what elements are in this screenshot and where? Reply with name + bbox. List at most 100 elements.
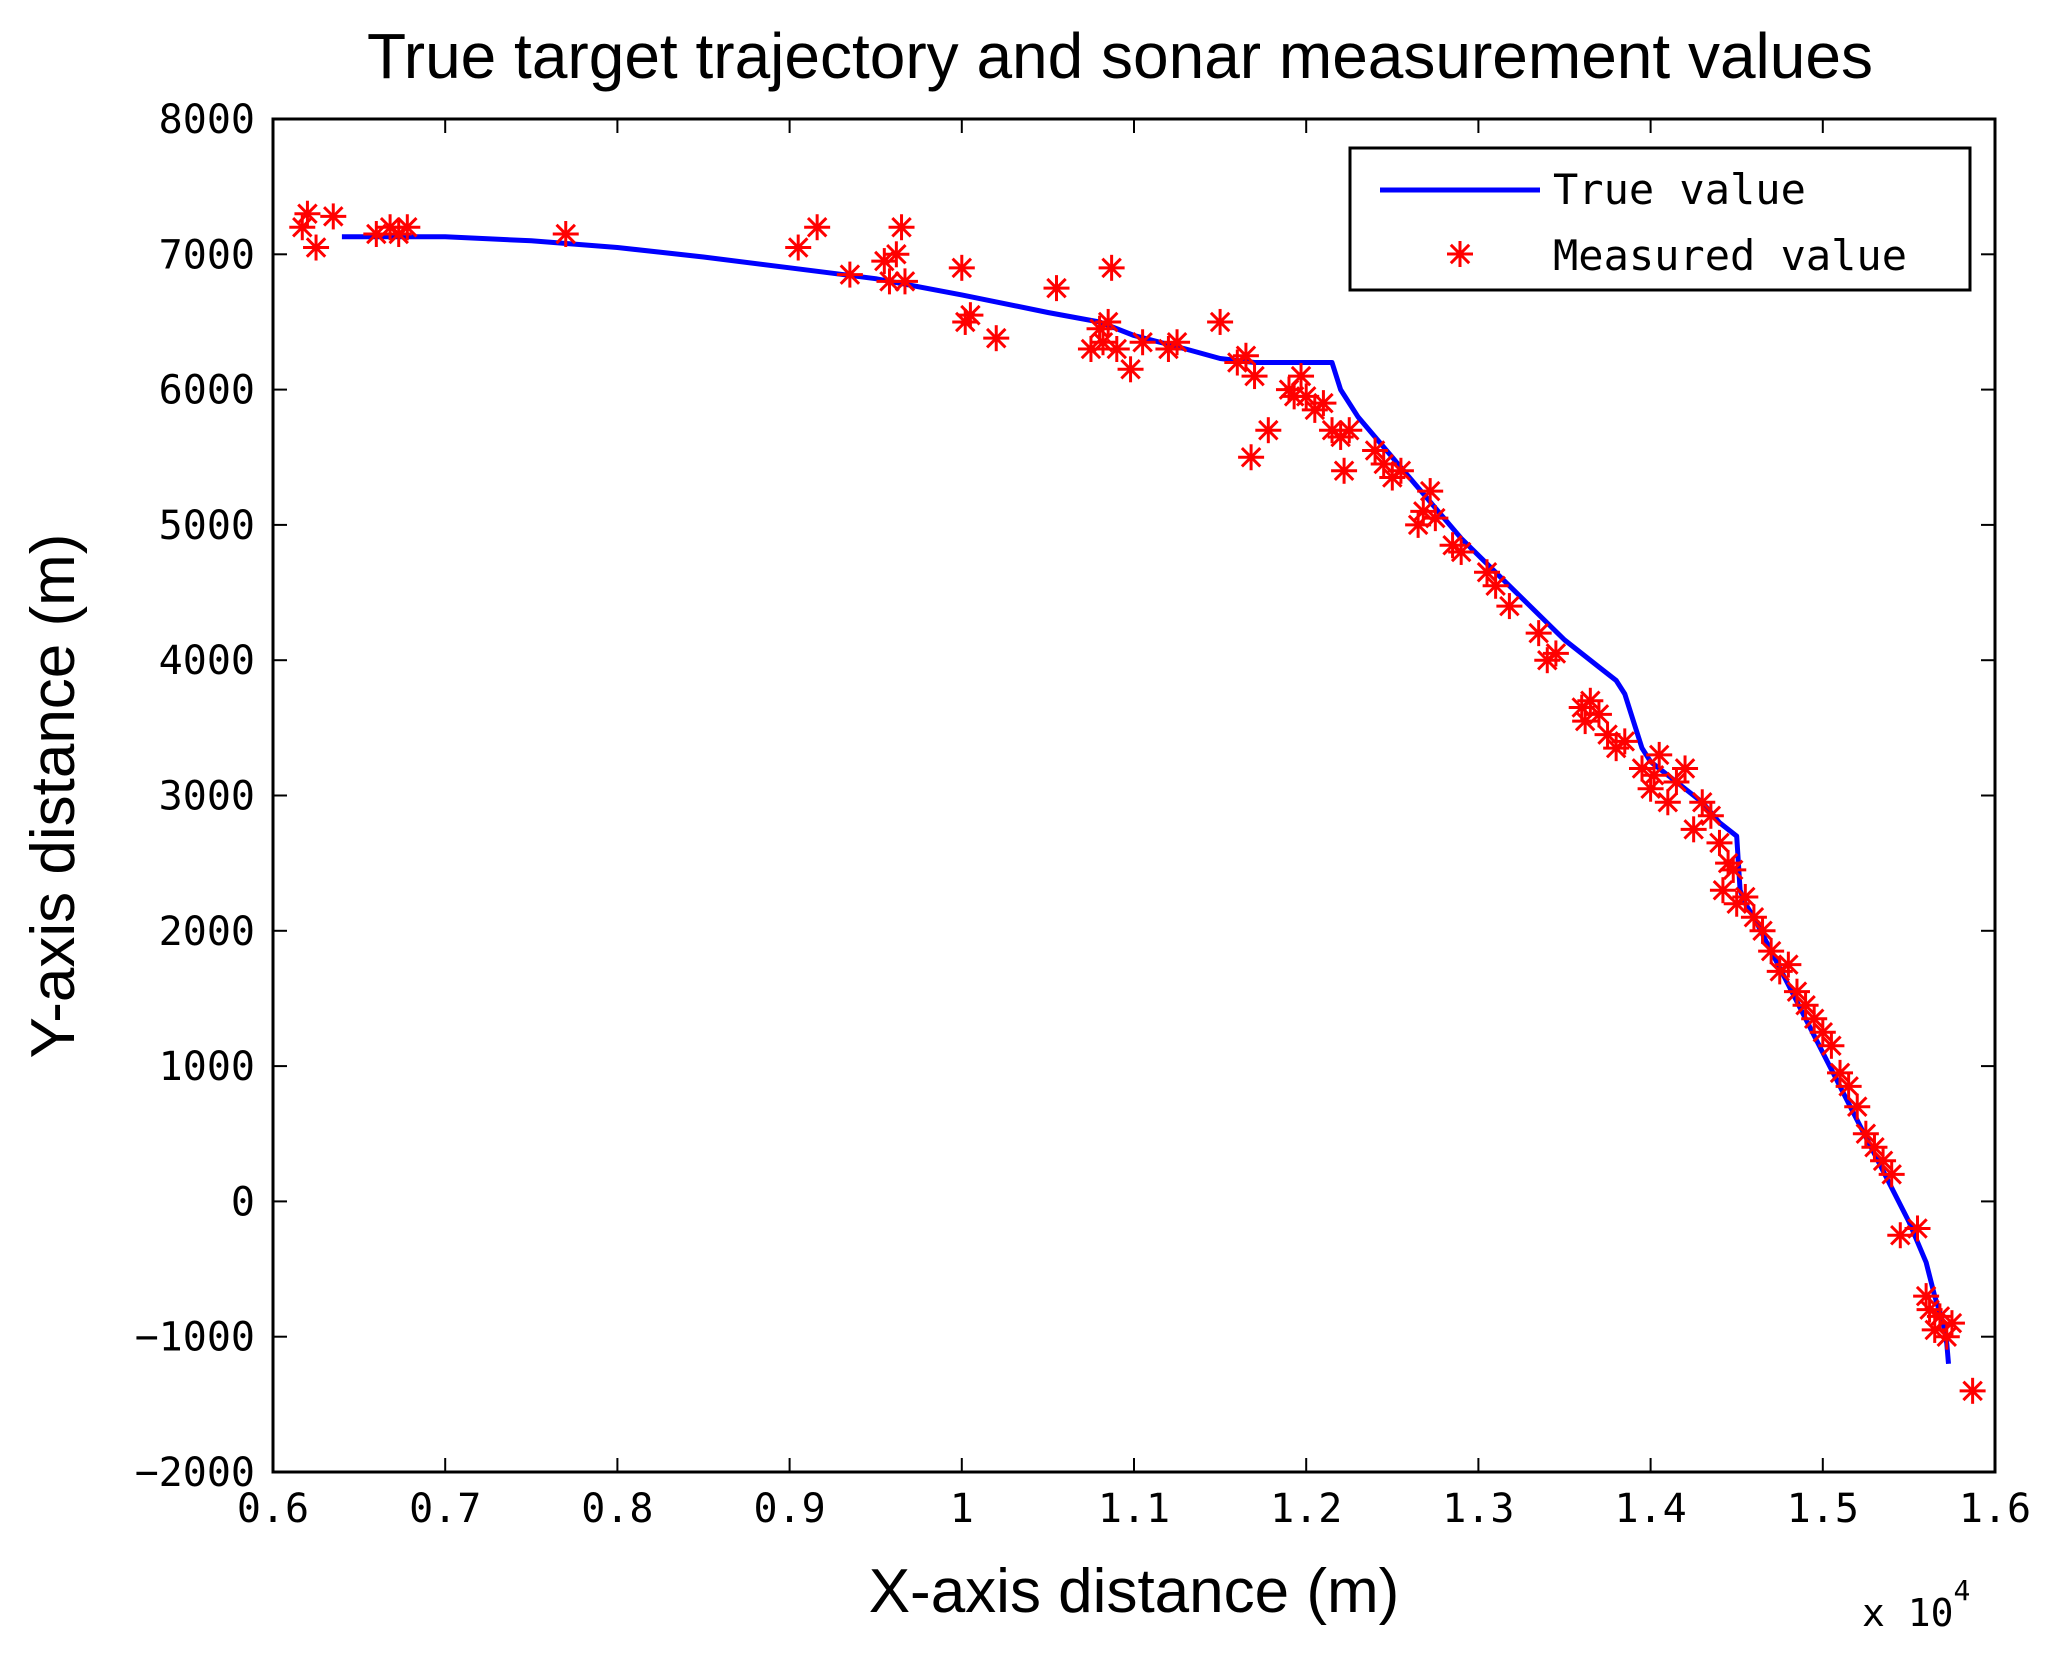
x-multiplier: x 104	[1862, 1574, 1970, 1635]
series-true-value-line	[341, 234, 1951, 1365]
measured-point	[394, 214, 421, 241]
measured-point	[957, 302, 984, 329]
y-tick-label: −2000	[135, 1450, 255, 1496]
measured-point	[320, 203, 347, 230]
measured-point	[1861, 1134, 1888, 1161]
measured-point	[1043, 275, 1070, 302]
x-tick-label: 0.8	[581, 1486, 653, 1532]
x-tick-label: 0.7	[409, 1486, 481, 1532]
measured-point	[1641, 762, 1668, 789]
measured-point	[1654, 789, 1681, 816]
y-tick-label: 3000	[159, 774, 255, 820]
measured-point	[1496, 593, 1523, 620]
measured-point	[1098, 254, 1125, 281]
measured-point	[1938, 1310, 1965, 1337]
measured-point	[948, 254, 975, 281]
measured-point	[1611, 728, 1638, 755]
y-tick-label: 4000	[159, 638, 255, 684]
measured-point	[1818, 1032, 1845, 1059]
measured-point	[294, 200, 321, 227]
measured-point	[1448, 538, 1475, 565]
y-tick-label: 2000	[159, 909, 255, 955]
measured-point	[1117, 356, 1144, 383]
measured-point	[1878, 1161, 1905, 1188]
x-tick-label: 1.6	[1959, 1486, 2031, 1532]
measured-point	[1232, 342, 1259, 369]
measured-point	[1663, 768, 1690, 795]
measured-point	[1474, 559, 1501, 586]
x-tick-label: 1.4	[1614, 1486, 1686, 1532]
series-layer	[289, 200, 1986, 1404]
y-tick-label: 6000	[159, 368, 255, 414]
y-tick-label: 0	[231, 1179, 255, 1225]
measured-point	[785, 234, 812, 261]
measured-point	[1255, 417, 1282, 444]
x-tick-label: 1.5	[1787, 1486, 1859, 1532]
measured-point	[1870, 1147, 1897, 1174]
measured-point	[1689, 789, 1716, 816]
measured-point	[1827, 1059, 1854, 1086]
measured-point	[1129, 329, 1156, 356]
measured-point	[1852, 1120, 1879, 1147]
measured-point	[1933, 1323, 1960, 1350]
measured-point	[836, 261, 863, 288]
legend-true-label: True value	[1553, 165, 1806, 214]
measured-point	[1809, 1019, 1836, 1046]
measured-point	[1740, 904, 1767, 931]
measured-point	[1164, 329, 1191, 356]
measured-point	[1844, 1093, 1871, 1120]
measured-point	[1585, 701, 1612, 728]
measured-point	[1775, 951, 1802, 978]
measured-point	[1095, 308, 1122, 335]
measured-point	[1336, 417, 1363, 444]
measured-point	[1680, 816, 1707, 843]
measured-point	[1697, 802, 1724, 829]
measured-point	[1916, 1296, 1943, 1323]
measured-point	[1482, 572, 1509, 599]
y-tick-label: 7000	[159, 232, 255, 278]
x-axis-label: X-axis distance (m)	[869, 1557, 1400, 1626]
measured-point	[1077, 336, 1104, 363]
measured-point	[552, 221, 579, 248]
x-multiplier-prefix: x 10	[1862, 1591, 1954, 1635]
measured-point	[1749, 917, 1776, 944]
measured-point	[1720, 856, 1747, 883]
legend-box	[1348, 146, 1972, 292]
y-axis: −2000 −1000 0 1000 2000 3000 4000 5000 6000 7000 8…	[135, 97, 1995, 1496]
x-tick-label: 0.6	[237, 1486, 309, 1532]
x-tick-label: 1.3	[1442, 1486, 1514, 1532]
measured-point	[1959, 1377, 1986, 1404]
measured-point	[1525, 620, 1552, 647]
x-tick-label: 1.2	[1270, 1486, 1342, 1532]
measured-point	[888, 214, 915, 241]
legend: True value Measured value	[1348, 146, 1972, 292]
measured-point	[1801, 1005, 1828, 1032]
measured-point	[303, 234, 330, 261]
measured-point	[804, 214, 831, 241]
y-tick-label: 8000	[159, 97, 255, 143]
chart-title: True target trajectory and sonar measure…	[367, 20, 1873, 92]
measured-point	[1758, 938, 1785, 965]
measured-point	[1672, 755, 1699, 782]
measured-point	[1238, 444, 1265, 471]
measured-point	[1646, 741, 1673, 768]
measured-point	[1331, 457, 1358, 484]
measured-point	[1835, 1073, 1862, 1100]
measured-point	[1103, 336, 1130, 363]
measured-point	[1241, 363, 1268, 390]
measured-point	[1417, 478, 1444, 505]
measured-point	[983, 325, 1010, 352]
y-tick-label: 1000	[159, 1044, 255, 1090]
measured-point	[1288, 363, 1315, 390]
x-tick-label: 1	[950, 1486, 974, 1532]
x-multiplier-exponent: 4	[1954, 1574, 1971, 1607]
measured-point	[1577, 687, 1604, 714]
measured-point	[883, 241, 910, 268]
measured-point	[1783, 978, 1810, 1005]
measured-point	[1207, 308, 1234, 335]
x-tick-label: 0.9	[753, 1486, 825, 1532]
x-tick-label: 1.1	[1098, 1486, 1170, 1532]
measured-point	[1310, 390, 1337, 417]
y-tick-label: −1000	[135, 1315, 255, 1361]
legend-measured-label: Measured value	[1553, 231, 1907, 280]
